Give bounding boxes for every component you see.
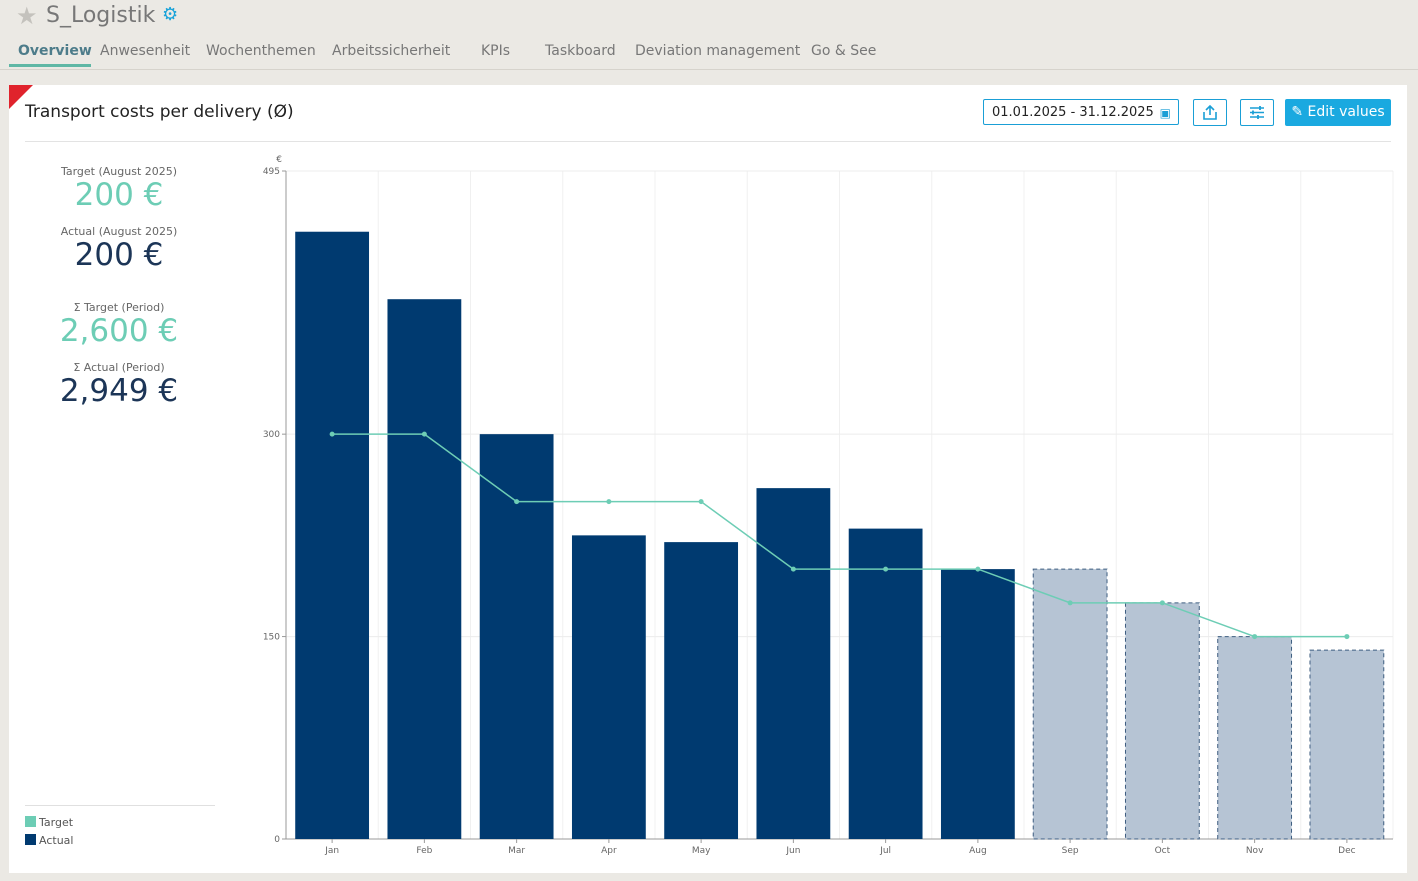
target-month-value: 200 € (74, 177, 164, 213)
tab-taskboard[interactable]: Taskboard (545, 43, 616, 59)
legend-target[interactable]: Target (25, 816, 73, 830)
tab-overview[interactable]: Overview (18, 43, 92, 59)
panel-title: Transport costs per delivery (Ø) (25, 102, 294, 122)
legend-target-label: Target (39, 816, 74, 829)
x-tick-label: Mar (508, 846, 525, 856)
legend-divider (25, 805, 215, 806)
tab-deviation-management[interactable]: Deviation management (635, 43, 801, 59)
target-point (883, 566, 889, 572)
legend-actual-swatch (25, 834, 36, 845)
kpi-panel: Transport costs per delivery (Ø) 01.01.2… (9, 85, 1407, 873)
target-period-label: Σ Target (Period) (73, 301, 165, 314)
target-point (1344, 634, 1350, 640)
actual-bar (756, 488, 831, 839)
share-export-icon (1203, 104, 1217, 120)
target-point (790, 566, 796, 572)
pencil-icon: ✎ (1291, 104, 1304, 120)
y-tick-label: 0 (274, 835, 280, 845)
actual-month-kpi: Actual (August 2025) 200 € (19, 225, 219, 272)
forecast-bar (1309, 649, 1385, 840)
x-tick-label: Jan (324, 846, 339, 856)
top-bar: ★ S_Logistik ⚙ Overview Anwesenheit Woch… (0, 0, 1418, 70)
settings-sliders-button[interactable] (1240, 99, 1274, 126)
target-point (1159, 600, 1165, 606)
actual-bar (848, 528, 923, 839)
actual-month-value: 200 € (74, 237, 164, 273)
actual-bar (664, 542, 739, 839)
forecast-bar (1032, 568, 1108, 840)
target-point (698, 499, 704, 505)
active-tab-indicator (9, 64, 91, 67)
legend-actual[interactable]: Actual (25, 834, 73, 848)
x-tick-label: Jul (879, 846, 891, 856)
edit-values-label: Edit values (1307, 104, 1385, 120)
tab-go-and-see[interactable]: Go & See (811, 43, 877, 59)
x-tick-label: Aug (969, 846, 987, 856)
y-tick-label: 495 (263, 167, 280, 177)
tab-kpis[interactable]: KPIs (481, 43, 511, 59)
target-period-kpi: Σ Target (Period) 2,600 € (19, 301, 219, 348)
y-tick-label: 300 (263, 430, 280, 440)
y-tick-label: 150 (263, 633, 280, 643)
target-month-kpi: Target (August 2025) 200 € (19, 165, 219, 212)
forecast-bar (1217, 636, 1293, 840)
actual-bar (479, 434, 554, 839)
tab-arbeitssicherheit[interactable]: Arbeitssicherheit (332, 43, 451, 59)
y-axis-unit: € (276, 155, 282, 165)
x-tick-label: Oct (1155, 846, 1171, 856)
target-month-label: Target (August 2025) (60, 165, 178, 178)
target-point (1252, 634, 1258, 640)
x-tick-label: Jun (785, 846, 800, 856)
x-tick-label: Dec (1338, 846, 1355, 856)
legend-actual-label: Actual (39, 834, 74, 847)
export-button[interactable] (1193, 99, 1227, 126)
actual-bar (571, 535, 646, 839)
x-tick-label: Nov (1246, 846, 1264, 856)
target-point (606, 499, 612, 505)
date-range-picker[interactable]: 01.01.2025 - 31.12.2025 ▣ (983, 99, 1179, 125)
target-point (329, 431, 335, 437)
actual-bar (295, 231, 370, 839)
target-line (332, 433, 1347, 638)
tab-wochenthemen[interactable]: Wochenthemen (206, 43, 316, 59)
tab-anwesenheit[interactable]: Anwesenheit (100, 43, 191, 59)
actual-period-value: 2,949 € (59, 373, 179, 409)
x-tick-label: Feb (416, 846, 432, 856)
calendar-icon: ▣ (1159, 106, 1171, 120)
target-point (975, 566, 981, 572)
date-range-text: 01.01.2025 - 31.12.2025 (992, 105, 1154, 120)
target-period-value: 2,600 € (59, 313, 179, 349)
page-title: S_Logistik (46, 3, 156, 28)
actual-period-kpi: Σ Actual (Period) 2,949 € (19, 361, 219, 408)
legend-target-swatch (25, 816, 36, 827)
target-point (1067, 600, 1073, 606)
actual-bar (387, 299, 462, 839)
target-point (421, 431, 427, 437)
sliders-icon (1250, 106, 1264, 119)
status-corner-flag (9, 85, 33, 109)
edit-values-button[interactable]: ✎ Edit values (1285, 99, 1391, 126)
forecast-bar (1124, 602, 1200, 840)
star-icon[interactable]: ★ (16, 2, 38, 30)
actual-bar (940, 569, 1015, 839)
gear-icon[interactable]: ⚙ (162, 4, 179, 25)
actual-period-label: Σ Actual (Period) (73, 361, 165, 374)
bar-chart: 0 150 300 495 € Jan Feb Mar Apr May Jun Jul Aug Sep Oc… (263, 155, 1394, 856)
header-divider (25, 141, 1391, 142)
x-tick-label: Sep (1062, 846, 1079, 856)
actual-month-label: Actual (August 2025) (60, 225, 178, 238)
x-tick-label: Apr (601, 846, 617, 856)
target-point (514, 499, 520, 505)
x-tick-label: May (692, 846, 711, 856)
